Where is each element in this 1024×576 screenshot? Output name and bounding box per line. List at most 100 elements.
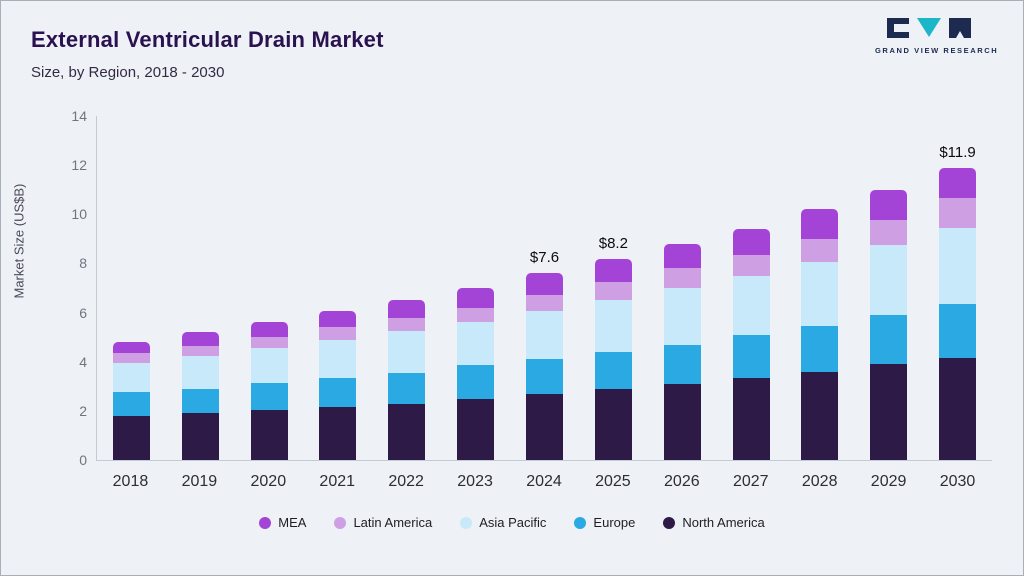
bar-segment-mea bbox=[663, 243, 701, 269]
bar-slot bbox=[717, 116, 786, 460]
gvr-logo-icon bbox=[887, 18, 971, 38]
bar-slot bbox=[648, 116, 717, 460]
legend-item-asia-pacific: Asia Pacific bbox=[460, 515, 546, 530]
x-tick-label-2021: 2021 bbox=[319, 473, 356, 490]
bar-segment-mea bbox=[594, 258, 632, 282]
bar-slot bbox=[854, 116, 923, 460]
stacked-bar-2024: $7.6 bbox=[525, 249, 563, 460]
legend-item-mea: MEA bbox=[259, 515, 306, 530]
bar-segment-mea bbox=[388, 300, 426, 318]
x-tick-label-2019: 2019 bbox=[181, 473, 218, 490]
bar-slot bbox=[441, 116, 510, 460]
bar-segment-asia-pacific bbox=[732, 275, 770, 335]
x-tick-label-2020: 2020 bbox=[250, 473, 287, 490]
legend-label: MEA bbox=[278, 515, 307, 530]
bar-segment-asia-pacific bbox=[663, 288, 701, 345]
y-axis-title: Market Size (US$B) bbox=[11, 183, 27, 299]
bar-segment-europe bbox=[388, 372, 426, 404]
bar-value-label-2025: $8.2 bbox=[598, 234, 628, 252]
legend-label: Europe bbox=[593, 515, 636, 530]
stacked-bar-2027 bbox=[732, 229, 770, 460]
plot-area: 0 2 4 6 8 10 12 14 $7.6 $8.2 $11.9 bbox=[71, 108, 992, 468]
bar-segment-asia-pacific bbox=[870, 245, 908, 316]
bar-segment-latin-america bbox=[525, 295, 563, 312]
legend-swatch-icon bbox=[460, 516, 473, 529]
bar-segment-europe bbox=[870, 315, 908, 365]
bar-slot bbox=[166, 116, 235, 460]
legend-label: Latin America bbox=[353, 515, 433, 530]
legend-label: Asia Pacific bbox=[479, 515, 547, 530]
bar-segment-asia-pacific bbox=[594, 300, 632, 352]
bar-slot bbox=[97, 116, 166, 460]
stacked-bar-2022 bbox=[388, 300, 426, 460]
bar-segment-asia-pacific bbox=[388, 331, 426, 373]
bar-segment-latin-america bbox=[319, 327, 357, 340]
stacked-bar-2021 bbox=[319, 311, 357, 460]
bar-segment-mea bbox=[525, 273, 563, 296]
legend-swatch-icon bbox=[259, 516, 272, 529]
bar-slot bbox=[785, 116, 854, 460]
bar-segment-europe bbox=[319, 377, 357, 408]
bar-segment-asia-pacific bbox=[181, 355, 219, 389]
bar-slot: $8.2 bbox=[579, 116, 648, 460]
bar-segment-europe bbox=[594, 351, 632, 389]
bar-segment-asia-pacific bbox=[525, 311, 563, 360]
y-tick-label: 2 bbox=[79, 402, 87, 419]
bar-segment-north-america bbox=[870, 364, 908, 460]
y-tick-label: 10 bbox=[71, 206, 87, 223]
bar-segment-north-america bbox=[457, 398, 495, 460]
x-tick-label-2024: 2024 bbox=[526, 473, 562, 490]
bar-segment-europe bbox=[250, 382, 288, 410]
x-axis-labels: 2018 2019 2020 2021 2022 2023 2024 2025 2026 2027… bbox=[96, 473, 992, 491]
stacked-bar-2018 bbox=[112, 342, 150, 460]
bar-segment-europe bbox=[112, 392, 150, 416]
stacked-bar-2025: $8.2 bbox=[594, 235, 632, 460]
page-subtitle: Size, by Region, 2018 - 2030 bbox=[31, 64, 225, 81]
bar-segment-europe bbox=[801, 326, 839, 372]
logo-text: GRAND VIEW RESEARCH bbox=[875, 46, 999, 55]
bar-slot bbox=[304, 116, 373, 460]
stacked-bar-2020 bbox=[250, 322, 288, 460]
y-tick-label: 6 bbox=[79, 304, 87, 321]
bar-segment-latin-america bbox=[870, 220, 908, 246]
bar-slot bbox=[372, 116, 441, 460]
x-tick-label-2029: 2029 bbox=[870, 473, 907, 490]
bar-segment-north-america bbox=[525, 393, 563, 460]
stacked-bar-2026 bbox=[663, 243, 701, 460]
stacked-bar-2029 bbox=[870, 189, 908, 460]
bar-segment-mea bbox=[939, 167, 977, 199]
x-tick-label-2023: 2023 bbox=[457, 473, 493, 490]
bar-segment-europe bbox=[939, 303, 977, 359]
legend: MEA Latin America Asia Pacific Europe North … bbox=[1, 515, 1023, 530]
bar-segment-north-america bbox=[388, 403, 426, 460]
bar-segment-north-america bbox=[319, 407, 357, 460]
y-tick-label: 8 bbox=[79, 255, 87, 272]
grand-view-research-logo: GRAND VIEW RESEARCH bbox=[875, 17, 999, 55]
stacked-bar-2030: $11.9 bbox=[939, 144, 977, 460]
bar-segment-mea bbox=[870, 189, 908, 221]
bar-segment-north-america bbox=[732, 377, 770, 460]
bar-segment-latin-america bbox=[732, 254, 770, 276]
x-tick-label-2028: 2028 bbox=[801, 473, 838, 490]
bar-segment-europe bbox=[457, 365, 495, 399]
bar-segment-mea bbox=[801, 209, 839, 239]
bar-segment-latin-america bbox=[801, 238, 839, 263]
x-tick-label-2018: 2018 bbox=[112, 473, 149, 490]
stacked-bar-2028 bbox=[801, 209, 839, 460]
bar-segment-latin-america bbox=[181, 345, 219, 356]
y-tick-label: 0 bbox=[79, 452, 87, 468]
bar-segment-north-america bbox=[250, 409, 288, 460]
bar-segment-latin-america bbox=[939, 198, 977, 228]
bar-segment-mea bbox=[112, 342, 150, 354]
bar-segment-mea bbox=[181, 332, 219, 346]
bar-segment-asia-pacific bbox=[939, 227, 977, 304]
x-tick-label-2022: 2022 bbox=[388, 473, 424, 490]
bar-segment-latin-america bbox=[388, 317, 426, 332]
bar-segment-asia-pacific bbox=[457, 322, 495, 366]
bar-segment-latin-america bbox=[594, 281, 632, 301]
legend-item-europe: Europe bbox=[574, 515, 635, 530]
bar-slot: $7.6 bbox=[510, 116, 579, 460]
bar-segment-latin-america bbox=[663, 268, 701, 289]
x-tick-label-2030: 2030 bbox=[939, 473, 976, 490]
bar-segment-mea bbox=[457, 288, 495, 308]
